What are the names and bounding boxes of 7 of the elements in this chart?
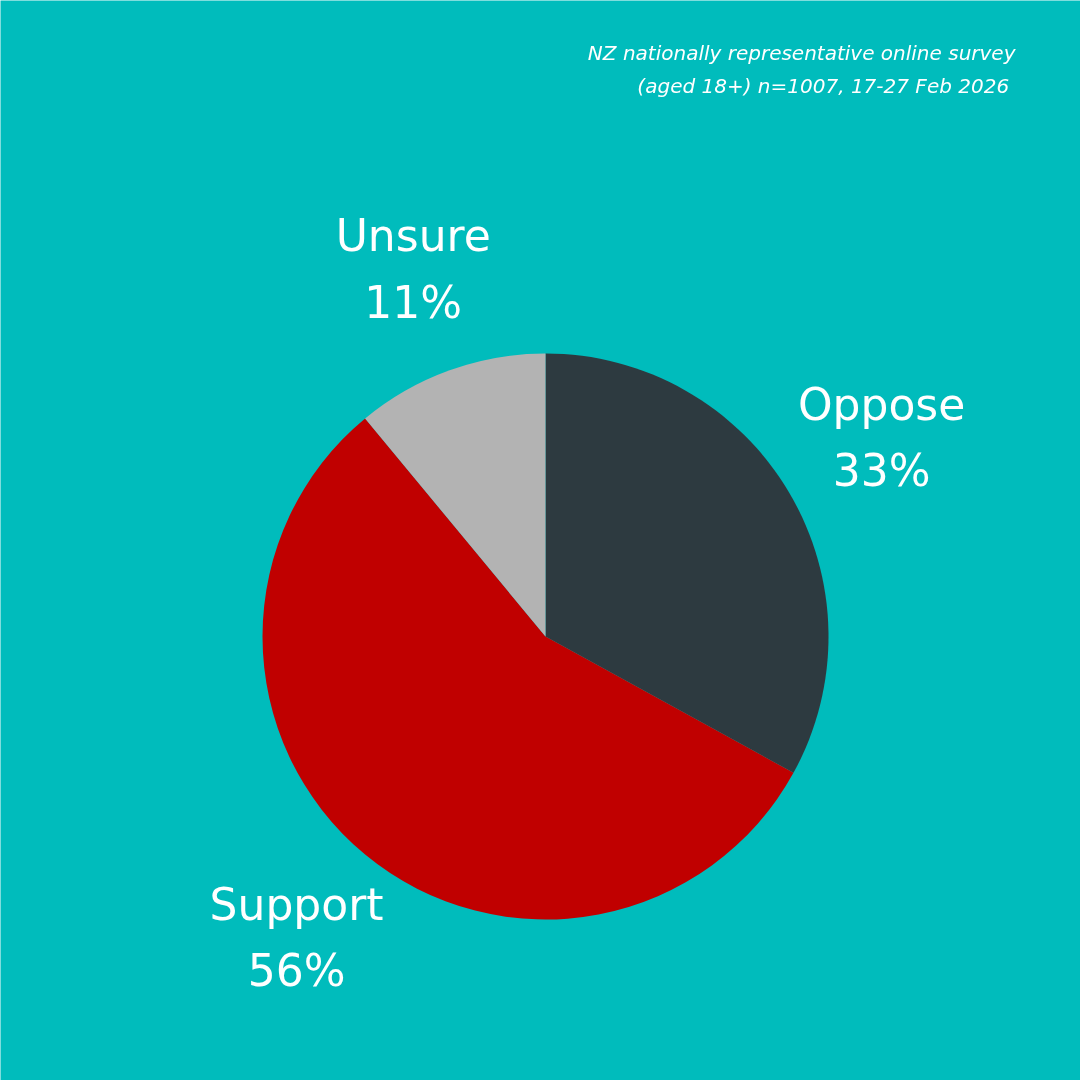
slice-label: Support bbox=[209, 878, 384, 930]
data-label: 11% bbox=[364, 276, 463, 328]
slice-label: Oppose bbox=[797, 379, 966, 431]
data-label: 33% bbox=[832, 445, 931, 497]
text: NZ nationally representative online survey (aged 18+) n=1007, 17-27 Feb 2026 bbox=[587, 40, 1017, 99]
slice-label: Unsure bbox=[335, 210, 491, 262]
data-label: 56% bbox=[247, 945, 346, 997]
